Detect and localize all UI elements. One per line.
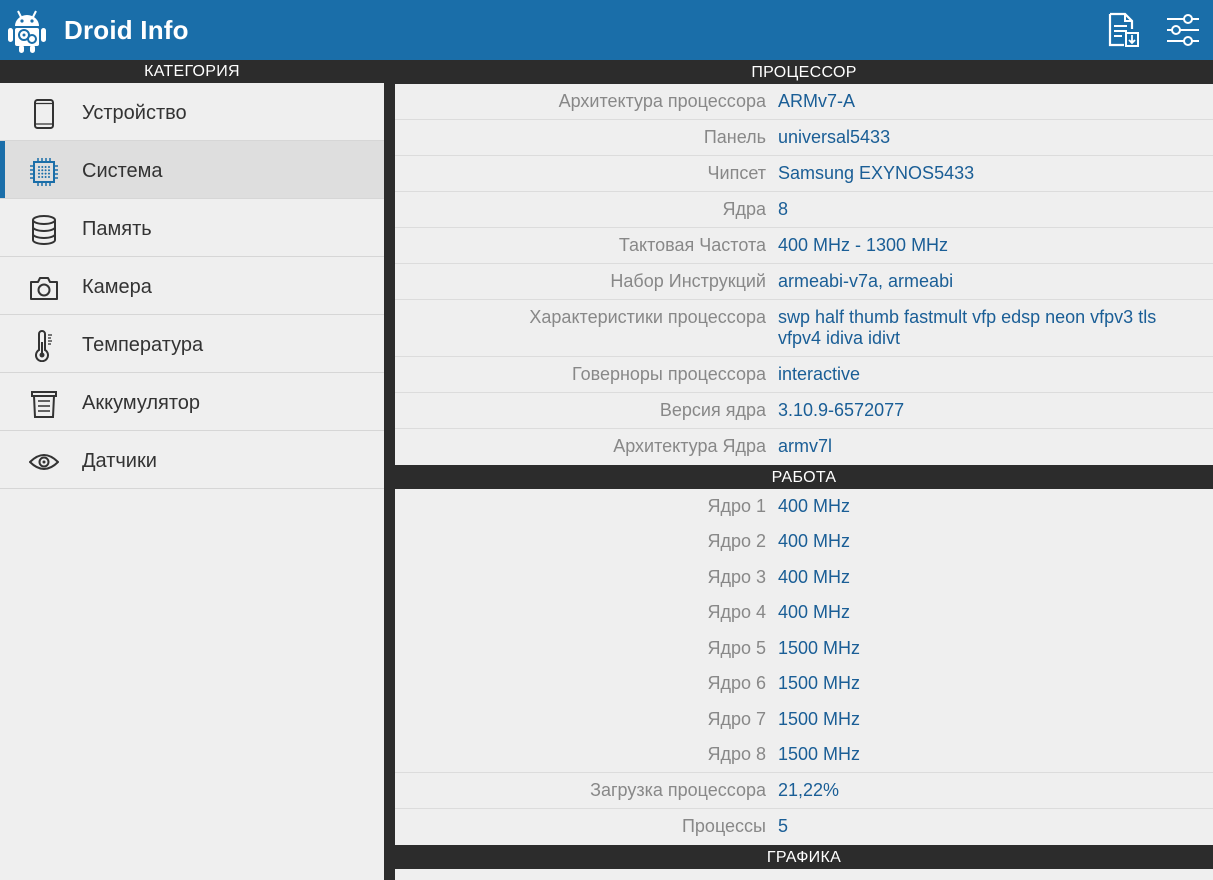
row-value: ARMv7-A [778,91,856,111]
core-row: Ядро 8 1500 MHz [395,737,1213,773]
row-key: Ядро 2 [707,531,766,551]
sidebar-item-label: Камера [82,276,152,298]
row-value: universal5433 [778,127,891,147]
row-key: Панель [703,127,766,147]
core-row: Ядро 1 400 MHz [395,489,1213,525]
settings-button[interactable] [1165,12,1201,48]
row-value: 1500 MHz [778,673,861,693]
row-value: 400 MHz [778,602,851,622]
row-value: 400 MHz [778,495,851,516]
thermometer-icon [28,330,60,362]
row-value: 8 [778,199,789,219]
table-row: Говерноры процессора interactive [395,357,1213,393]
app-bar: Droid Info [0,0,1213,60]
section-header-work: РАБОТА [395,464,1213,489]
row-value: 1500 MHz [778,708,861,729]
report-export-button[interactable] [1105,12,1141,48]
sidebar-item-sensors[interactable]: Датчики [0,431,384,489]
sidebar-item-label: Устройство [82,102,187,124]
table-row: Набор Инструкций armeabi-v7a, armeabi [395,264,1213,300]
sidebar-item-temperature[interactable]: Температура [0,315,384,373]
row-value: 21,22% [778,780,840,800]
core-row: Ядро 3 400 MHz [395,560,1213,596]
table-row: Загрузка процессора 21,22% [395,773,1213,809]
camera-icon [28,272,60,304]
row-key: Характеристики процессора [529,307,766,327]
row-key: Загрузка процессора [590,780,766,800]
pane-divider [384,60,395,880]
settings-sliders-icon [1167,14,1199,46]
category-header: КАТЕГОРИЯ [0,60,384,83]
row-key: Чипсет [707,163,766,183]
table-row: Тактовая Частота 400 MHz - 1300 MHz [395,228,1213,264]
table-row: Архитектура Ядра armv7l [395,429,1213,465]
row-key: Архитектура процессора [558,91,766,111]
row-key: Процессы [681,816,766,836]
battery-icon [28,388,60,420]
table-row: Характеристики процессора swp half thumb … [395,300,1213,357]
row-value: 400 MHz - 1300 MHz [778,235,949,255]
row-key: Ядро 4 [707,602,766,622]
core-row: Ядро 7 1500 MHz [395,702,1213,738]
sidebar-item-label: Датчики [82,450,157,472]
phone-icon [28,98,60,130]
row-value: 400 MHz [778,531,851,551]
sidebar-item-label: Система [82,160,163,182]
row-value: armeabi-v7a, armeabi [778,271,954,291]
graphics-section [395,868,1213,880]
sidebar-item-memory[interactable]: Память [0,199,384,257]
sidebar-item-label: Температура [82,334,204,356]
section-header-graphics: ГРАФИКА [395,844,1213,869]
row-value: interactive [778,364,861,384]
row-key: Ядро 7 [707,708,766,729]
sidebar-item-system[interactable]: Система [0,141,384,199]
database-icon [28,214,60,246]
row-key: Говерноры процессора [572,364,766,384]
row-key: Набор Инструкций [610,271,766,291]
table-row: Ядра 8 [395,192,1213,228]
section-header-processor: ПРОЦЕССОР [395,60,1213,84]
row-key: Тактовая Частота [618,235,766,255]
core-row: Ядро 5 1500 MHz [395,631,1213,667]
row-value: 3.10.9-6572077 [778,400,905,420]
row-key: Ядро 3 [707,566,766,587]
row-value: 1500 MHz [778,744,861,764]
sidebar-item-battery[interactable]: Аккумулятор [0,373,384,431]
processor-section: Архитектура процессора ARMv7-A Панель univ… [395,84,1213,465]
row-value: Samsung EXYNOS5433 [778,163,975,183]
eye-icon [28,446,60,478]
category-sidebar: КАТЕГОРИЯ Устройство [0,60,384,880]
table-row: Архитектура процессора ARMv7-A [395,84,1213,120]
core-row: Ядро 6 1500 MHz [395,666,1213,702]
details-pane[interactable]: ПРОЦЕССОР Архитектура процессора ARMv7-A … [395,60,1213,880]
row-key: Архитектура Ядра [613,436,766,456]
sidebar-item-label: Аккумулятор [82,392,201,414]
row-key: Ядро 5 [707,637,766,658]
row-key: Версия ядра [659,400,766,420]
report-export-icon [1108,12,1139,47]
row-value: 400 MHz [778,566,851,587]
row-value: 1500 MHz [778,637,861,658]
sidebar-item-label: Память [82,218,152,240]
row-key: Ядра [722,199,766,219]
table-row: Процессы 5 [395,809,1213,845]
core-row: Ядро 4 400 MHz [395,595,1213,631]
table-row: Панель universal5433 [395,120,1213,156]
core-row: Ядро 2 400 MHz [395,524,1213,560]
row-key: Ядро 1 [707,495,766,516]
sidebar-item-device[interactable]: Устройство [0,83,384,141]
sidebar-item-camera[interactable]: Камера [0,257,384,315]
row-value: 5 [778,816,789,836]
row-value: swp half thumb fastmult vfp edsp neon vf… [778,307,1157,348]
app-title: Droid Info [64,15,189,45]
row-key: Ядро 6 [707,673,766,693]
row-value: armv7l [778,436,833,456]
android-logo-icon [6,8,48,54]
table-row: Чипсет Samsung EXYNOS5433 [395,156,1213,192]
row-key: Ядро 8 [707,744,766,764]
cpu-chip-icon [28,156,60,188]
work-section: Ядро 1 400 MHz Ядро 2 400 MHz Ядро 3 400 MH… [395,488,1213,845]
table-row: Версия ядра 3.10.9-6572077 [395,393,1213,429]
